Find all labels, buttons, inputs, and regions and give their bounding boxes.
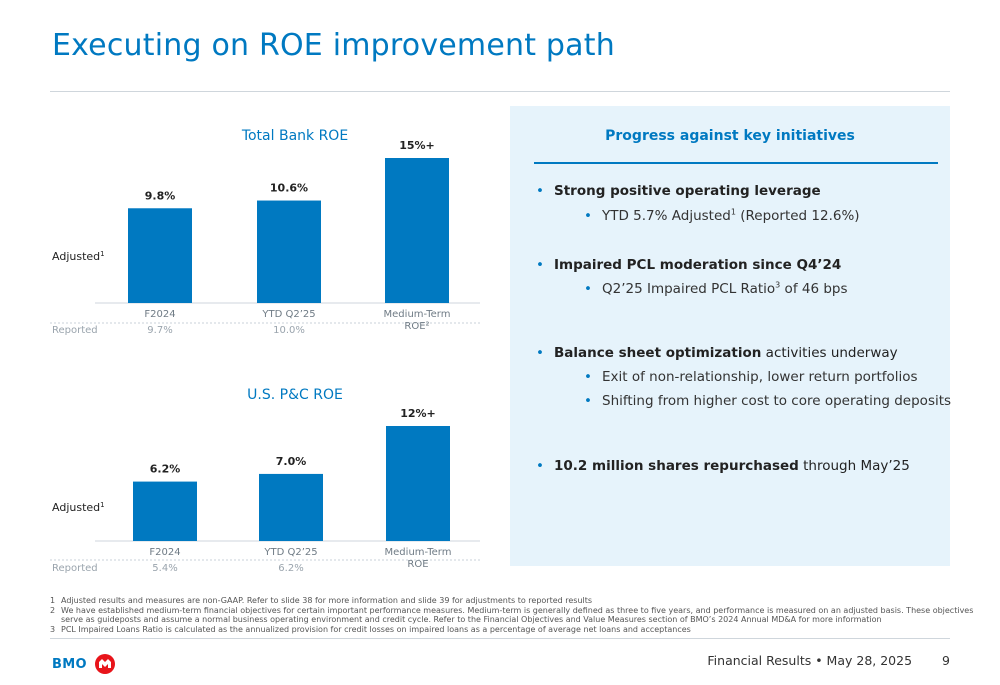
category-label-line2: ROE² — [404, 321, 429, 332]
bmo-logo: BMO — [52, 654, 115, 674]
reported-value-label: 10.0% — [273, 325, 305, 336]
footnote-ref: 1 — [730, 207, 736, 217]
us-pc-roe-chart: 6.2% F2024 5.4% 7.0% YTD Q2’25 6.2% 12%+ Medium… — [50, 407, 480, 574]
bullet-impaired-pcl: Impaired PCL moderation since Q4’24 — [536, 257, 841, 273]
panel-divider — [534, 162, 938, 164]
bar — [257, 200, 321, 303]
bar — [259, 473, 323, 541]
sub-bullet-pcl-ratio-text: Q2’25 Impaired PCL Ratio — [602, 281, 776, 297]
adjusted-row-label: Adjusted1 — [52, 501, 105, 514]
us-pc-roe-title: U.S. P&C ROE — [247, 387, 343, 403]
category-label: F2024 — [144, 309, 175, 320]
bullet-balance-sheet: Balance sheet optimization activities un… — [536, 345, 898, 361]
footnote-ref: 1 — [100, 501, 104, 509]
category-label: YTD Q2’25 — [263, 547, 317, 558]
footnote-3: 3 PCL Impaired Loans Ratio is calculated … — [50, 624, 691, 634]
page-title: Executing on ROE improvement path — [52, 28, 615, 63]
reported-row-label: Reported — [52, 325, 98, 336]
reported-row-label: Reported — [52, 563, 98, 574]
bullet-share-repurchase-rest: through May’25 — [798, 458, 910, 474]
reported-value-label: 6.2% — [278, 563, 303, 574]
category-label-line2: ROE — [407, 559, 428, 570]
bmo-roundel-icon — [94, 654, 115, 674]
category-label: F2024 — [149, 547, 180, 558]
footer-event: Financial Results • May 28, 2025 — [707, 653, 913, 668]
footer-info: Financial Results • May 28, 2025 9 — [707, 653, 950, 668]
sub-bullet-ytd-adjusted: YTD 5.7% Adjusted1 (Reported 12.6%) — [584, 208, 860, 224]
title-divider — [50, 91, 950, 92]
bar-value-label: 6.2% — [150, 463, 181, 476]
sub-bullet-ytd-adjusted-text: YTD 5.7% Adjusted — [602, 208, 731, 224]
total-bank-roe-title: Total Bank ROE — [241, 128, 349, 144]
key-initiatives-panel: Progress against key initiatives Strong … — [510, 106, 951, 566]
sub-bullet-pcl-ratio: Q2’25 Impaired PCL Ratio3 of 46 bps — [584, 281, 848, 297]
bullet-operating-leverage: Strong positive operating leverage — [536, 183, 821, 199]
category-label: Medium-Term — [384, 309, 451, 320]
footnote-2: 2 We have established medium-term financi… — [50, 605, 974, 625]
sub-bullet-deposits: Shifting from higher cost to core operat… — [584, 393, 951, 409]
page-number: 9 — [942, 653, 950, 668]
sub-bullet-deposits-text: Shifting from higher cost to core operat… — [602, 393, 952, 409]
bar-value-label: 15%+ — [399, 139, 435, 152]
bar-value-label: 9.8% — [145, 189, 176, 202]
footnotes: 1 Adjusted results and measures are non-G… — [50, 596, 990, 634]
bar — [128, 208, 192, 303]
bullet-impaired-pcl-text: Impaired PCL moderation since Q4’24 — [554, 257, 842, 273]
sub-bullet-pcl-bps-text: of 46 bps — [780, 281, 848, 297]
bullet-balance-sheet-bold: Balance sheet optimization — [554, 345, 762, 361]
bmo-logo-text: BMO — [52, 656, 87, 672]
category-label: YTD Q2’25 — [261, 309, 315, 320]
sub-bullet-exit-portfolios-text: Exit of non-relationship, lower return p… — [602, 369, 918, 385]
footnote-1: 1 Adjusted results and measures are non-G… — [50, 596, 593, 605]
bar-value-label: 10.6% — [270, 182, 308, 195]
panel-title: Progress against key initiatives — [605, 128, 855, 144]
footer-divider — [50, 638, 950, 639]
bullet-share-repurchase-bold: 10.2 million shares repurchased — [554, 458, 799, 474]
footnote-ref: 1 — [100, 250, 104, 258]
bar-value-label: 12%+ — [400, 407, 436, 420]
category-label: Medium-Term — [385, 547, 452, 558]
total-bank-roe-chart: 9.8% F2024 9.7% 10.6% YTD Q2’25 10.0% 15%+ Medi… — [50, 139, 480, 336]
bar — [386, 426, 450, 541]
bar-value-label: 7.0% — [276, 455, 307, 468]
reported-value-label: 9.7% — [147, 325, 172, 336]
sub-bullet-exit-portfolios: Exit of non-relationship, lower return p… — [584, 369, 918, 385]
bullet-balance-sheet-rest: activities underway — [761, 345, 898, 361]
sub-bullet-ytd-reported-text: (Reported 12.6%) — [735, 208, 860, 224]
bar — [133, 481, 197, 541]
bullet-share-repurchase: 10.2 million shares repurchased through … — [536, 458, 910, 474]
adjusted-row-label: Adjusted1 — [52, 250, 105, 263]
bar — [385, 158, 449, 303]
reported-value-label: 5.4% — [152, 563, 177, 574]
bullet-operating-leverage-text: Strong positive operating leverage — [554, 183, 821, 199]
footnote-ref: 3 — [775, 280, 781, 290]
